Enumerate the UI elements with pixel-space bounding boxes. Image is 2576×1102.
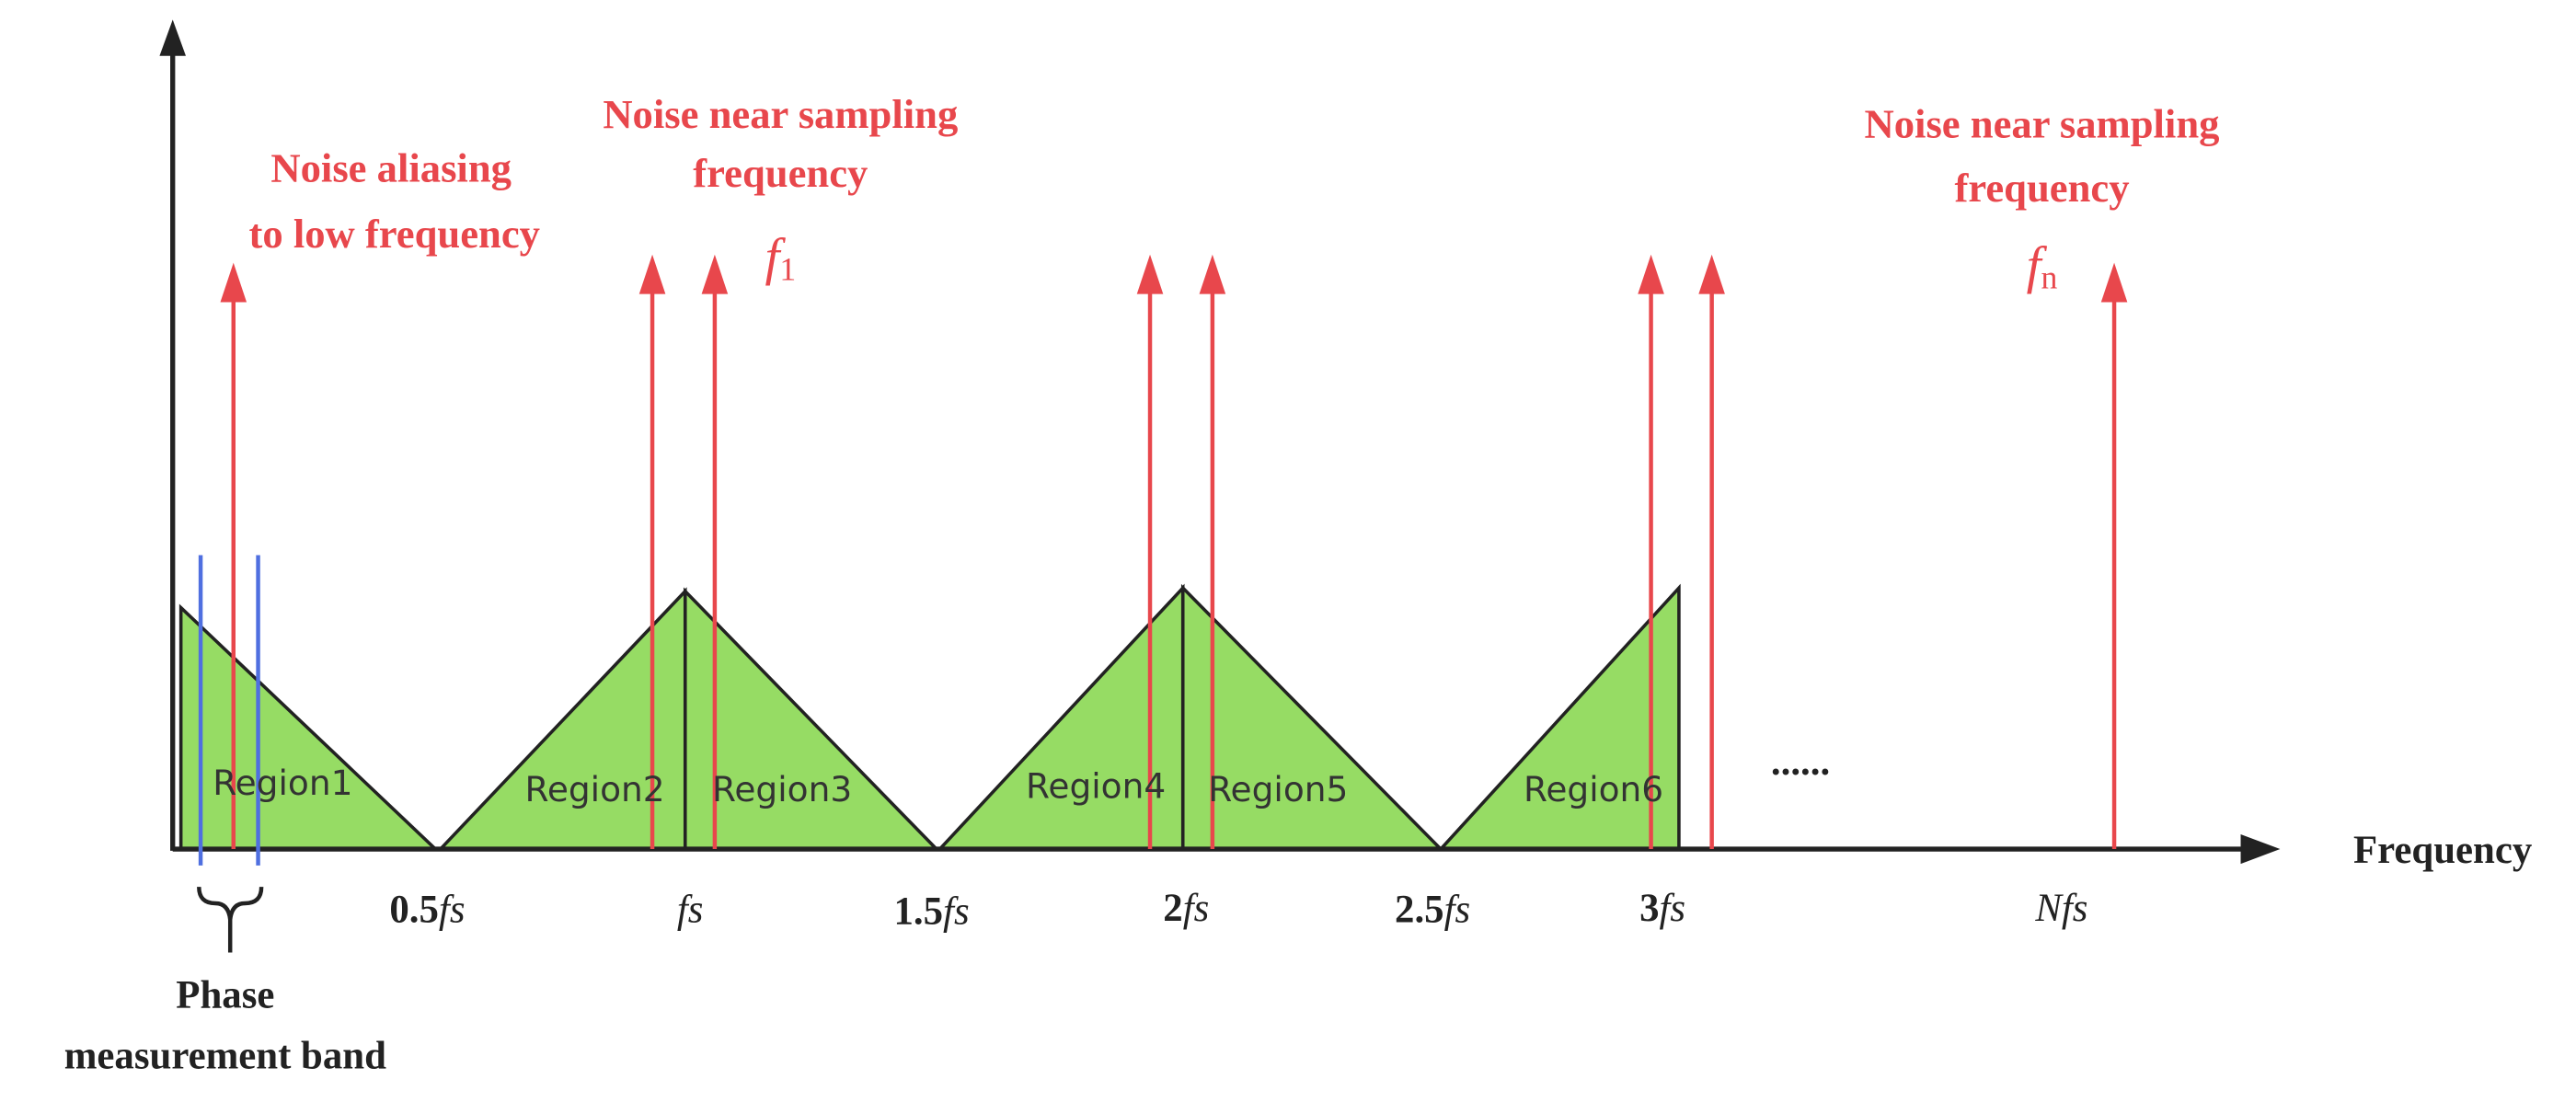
noise-arrowhead xyxy=(1698,254,1725,294)
tick-symbol: fs xyxy=(1444,889,1471,932)
frequency-symbol: f1 xyxy=(765,229,796,288)
annotation: frequency xyxy=(1954,165,2129,211)
tick-label: 2fs xyxy=(1163,887,1209,930)
tick-label: 3fs xyxy=(1639,887,1685,930)
tick-number: 1.5 xyxy=(894,890,944,933)
region-label: Region6 xyxy=(1524,769,1663,809)
annotation: Noise aliasing xyxy=(270,145,512,191)
region-shape xyxy=(936,583,1185,851)
noise-arrowhead xyxy=(701,254,729,294)
frequency-symbol: fn xyxy=(2027,237,2058,296)
symbol-subscript: 1 xyxy=(779,251,796,288)
annotation: to low frequency xyxy=(249,211,540,257)
noise-arrowhead xyxy=(1199,254,1226,294)
region-shape xyxy=(683,587,941,851)
tick-label: 0.5fs xyxy=(389,889,465,932)
region-label: Region2 xyxy=(524,769,664,809)
axis-arrow xyxy=(159,19,186,56)
band-label: Phase xyxy=(176,973,274,1016)
tick-label: fs xyxy=(677,889,704,932)
region-label: Region3 xyxy=(712,769,852,809)
symbol-subscript: n xyxy=(2041,258,2058,295)
annotation: Noise near sampling xyxy=(1865,101,2220,147)
tick-symbol: fs xyxy=(677,889,704,932)
annotation: frequency xyxy=(693,150,868,196)
x-axis-label: Frequency xyxy=(2353,829,2532,872)
tick-number: 3 xyxy=(1639,887,1659,930)
tick-number: 0.5 xyxy=(389,889,439,932)
annotation: Noise near sampling xyxy=(603,91,958,137)
tick-label: 1.5fs xyxy=(894,890,970,933)
noise-arrowhead xyxy=(2100,262,2128,303)
axis-arrow xyxy=(2240,833,2281,865)
tick-number: 2.5 xyxy=(1395,889,1444,932)
region-shape xyxy=(178,603,440,851)
tick-label: 2.5fs xyxy=(1395,889,1470,932)
region-label: Region5 xyxy=(1208,769,1348,809)
tick-symbol: fs xyxy=(1659,887,1685,930)
tick-number: 2 xyxy=(1163,887,1182,930)
tick-symbol: fs xyxy=(439,889,466,932)
region-shape xyxy=(1180,583,1445,851)
noise-arrows xyxy=(220,254,2128,850)
region-shape xyxy=(436,587,687,851)
noise-arrowhead xyxy=(1638,254,1664,294)
tick-symbol: Nfs xyxy=(2034,887,2087,930)
region-label: Region4 xyxy=(1026,765,1166,806)
tick-label: Nfs xyxy=(2034,887,2087,930)
noise-arrowhead xyxy=(220,262,247,303)
noise-arrowhead xyxy=(638,254,666,294)
region-shape xyxy=(1436,583,1681,851)
band-brace xyxy=(197,886,264,953)
tick-symbol: fs xyxy=(943,890,970,933)
region-label: Region1 xyxy=(213,763,352,803)
tick-symbol: fs xyxy=(1183,887,1210,930)
band-label: measurement band xyxy=(64,1034,386,1077)
noise-arrowhead xyxy=(1136,254,1164,294)
ellipsis: ...... xyxy=(1771,740,1830,784)
